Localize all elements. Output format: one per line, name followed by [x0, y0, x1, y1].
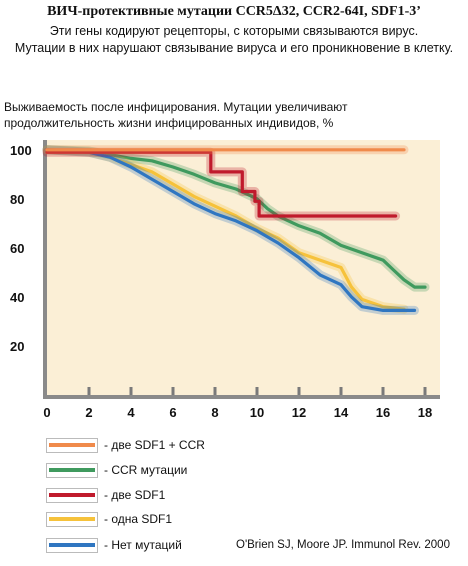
legend-swatch-line — [49, 517, 95, 521]
legend-swatch-line — [49, 493, 95, 497]
x-tick-6 — [171, 387, 175, 395]
y-axis-label-line2: продолжительность жизни инфицированных и… — [4, 116, 334, 130]
x-tick-label-2: 2 — [85, 405, 92, 420]
y-tick-label-60: 60 — [10, 241, 24, 256]
x-tick-label-10: 10 — [250, 405, 264, 420]
x-tick-label-4: 4 — [127, 405, 135, 420]
series-line-1 — [45, 148, 427, 289]
legend-label: - две SDF1 — [104, 488, 166, 502]
legend-swatch — [46, 438, 98, 453]
y-tick-label-80: 80 — [10, 192, 24, 207]
legend-label: - CCR мутации — [104, 463, 188, 477]
series-line-2 — [45, 150, 398, 218]
x-tick-8 — [213, 387, 217, 395]
citation: O'Brien SJ, Moore JP. Immunol Rev. 2000 — [236, 539, 450, 551]
survival-chart: 0 2 4 6 8 10 12 14 16 18 20 40 60 80 100 — [10, 140, 440, 420]
chart-subtitle-line2: Мутации в них нарушают связывание вируса… — [14, 41, 454, 55]
y-axis-line — [43, 140, 47, 395]
y-tick-label-40: 40 — [10, 290, 24, 305]
chart-subtitle-line1: Эти гены кодируют рецепторы, с которыми … — [49, 24, 419, 38]
x-tick-label-0: 0 — [43, 405, 50, 420]
x-tick-label-14: 14 — [334, 405, 349, 420]
legend-swatch — [46, 463, 98, 478]
x-tick-label-8: 8 — [211, 405, 218, 420]
x-axis-line — [43, 395, 440, 399]
x-tick-14 — [339, 387, 343, 395]
x-tick-10 — [255, 387, 259, 395]
x-tick-2 — [87, 387, 91, 395]
y-tick-label-20: 20 — [10, 339, 24, 354]
x-tick-16 — [381, 387, 385, 395]
x-tick-label-16: 16 — [376, 405, 390, 420]
series-line-4 — [45, 148, 417, 312]
series-line-3 — [45, 148, 406, 311]
legend-label: - Нет мутаций — [104, 538, 182, 552]
y-tick-label-100: 100 — [10, 143, 32, 158]
y-axis-label-line1: Выживаемость после инфицирования. Мутаци… — [4, 100, 348, 114]
legend-swatch — [46, 512, 98, 527]
legend-label: - одна SDF1 — [104, 512, 173, 526]
legend-swatch-line — [49, 468, 95, 472]
x-tick-4 — [129, 387, 133, 395]
legend-label: - две SDF1 + CCR — [104, 438, 205, 452]
legend-swatch-line — [49, 443, 95, 447]
x-tick-18 — [423, 387, 427, 395]
x-tick-12 — [297, 387, 301, 395]
chart-title: ВИЧ-протективные мутации CCR5Δ32, CCR2-6… — [47, 4, 421, 19]
x-tick-label-6: 6 — [169, 405, 176, 420]
x-tick-label-18: 18 — [418, 405, 432, 420]
legend-swatch-line — [49, 543, 95, 547]
x-tick-label-12: 12 — [292, 405, 306, 420]
legend-swatch — [46, 538, 98, 553]
legend-swatch — [46, 488, 98, 503]
